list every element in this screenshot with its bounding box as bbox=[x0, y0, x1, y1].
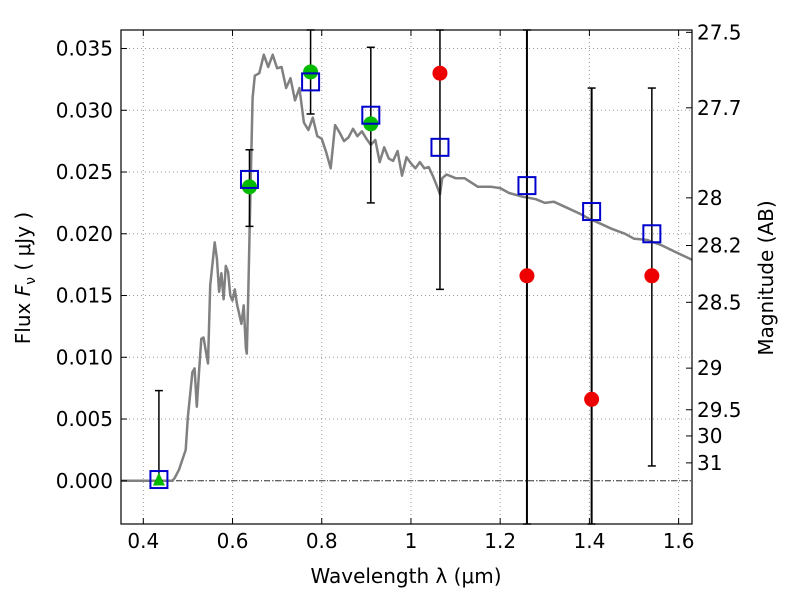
upper-limit-point bbox=[644, 268, 660, 284]
y2-tick-label: 28.2 bbox=[697, 234, 742, 258]
y-axis-ticks: 0.000 0.005 0.010 0.015 0.020 0.025 0.030 0.035 bbox=[56, 37, 127, 493]
model-flux-square bbox=[361, 105, 381, 125]
model-flux-square bbox=[582, 202, 602, 222]
y-axis-label: Flux Fν ( μJy ) bbox=[11, 212, 39, 344]
plot-frame bbox=[120, 29, 693, 525]
y-axis-label-subscript: ν bbox=[23, 277, 39, 285]
x-tick-label: 1.2 bbox=[484, 529, 516, 553]
y-axis-label-symbol: F bbox=[11, 284, 35, 296]
y2-tick-label: 29 bbox=[697, 356, 722, 380]
model-flux-square bbox=[517, 176, 537, 196]
model-flux-square bbox=[430, 137, 450, 157]
upper-limit-point bbox=[519, 268, 535, 284]
y-tick-label: 0.015 bbox=[56, 284, 113, 308]
x-tick-label: 1.4 bbox=[573, 529, 605, 553]
x-tick-label: 0.6 bbox=[217, 529, 249, 553]
y2-tick-label: 31 bbox=[697, 451, 722, 475]
data-markers bbox=[149, 64, 662, 490]
model-flux-square bbox=[239, 169, 259, 189]
model-flux-square bbox=[301, 72, 321, 92]
model-flux-square bbox=[149, 470, 169, 490]
x-tick-label: 1 bbox=[405, 529, 418, 553]
detection-point bbox=[241, 179, 257, 195]
y-axis-label-text: Flux bbox=[11, 296, 35, 344]
y2-tick-label: 27.7 bbox=[697, 96, 742, 120]
y2-axis-ticks: 27.5 27.7 28 28.2 28.5 29 29.530 31 bbox=[686, 20, 742, 475]
x-tick-label: 1.6 bbox=[663, 529, 695, 553]
x-axis-ticks: 0.4 0.6 0.8 1 1.2 1.4 1.6 bbox=[127, 30, 695, 553]
y2-tick-label: 28.5 bbox=[697, 290, 742, 314]
y2-tick-label: 27.5 bbox=[697, 20, 742, 44]
model-spectrum-line bbox=[121, 53, 693, 483]
y2-tick-label: 30 bbox=[697, 424, 722, 448]
x-tick-label: 0.8 bbox=[306, 529, 338, 553]
y-axis-label-unit: ( μJy ) bbox=[11, 212, 35, 277]
y-tick-label: 0.010 bbox=[56, 345, 113, 369]
upper-limit-point bbox=[432, 65, 448, 81]
model-spectrum bbox=[121, 53, 693, 483]
y-tick-label: 0.035 bbox=[56, 37, 113, 61]
y2-axis-label: Magnitude (AB) bbox=[754, 200, 778, 355]
y-tick-label: 0.030 bbox=[56, 98, 113, 122]
y-tick-label: 0.025 bbox=[56, 160, 113, 184]
model-flux-square bbox=[642, 224, 662, 244]
y2-tick-label: 28 bbox=[697, 186, 722, 210]
x-axis-label: Wavelength λ (μm) bbox=[310, 564, 501, 588]
x-tick-label: 0.4 bbox=[127, 529, 159, 553]
y-tick-label: 0.020 bbox=[56, 222, 113, 246]
y-tick-label: 0.005 bbox=[56, 407, 113, 431]
upper-limit-point bbox=[584, 391, 600, 407]
detection-point bbox=[303, 64, 319, 80]
y-tick-label: 0.000 bbox=[56, 469, 113, 493]
y2-tick-label: 29.5 bbox=[697, 398, 742, 422]
detection-triangle-point bbox=[152, 472, 165, 486]
